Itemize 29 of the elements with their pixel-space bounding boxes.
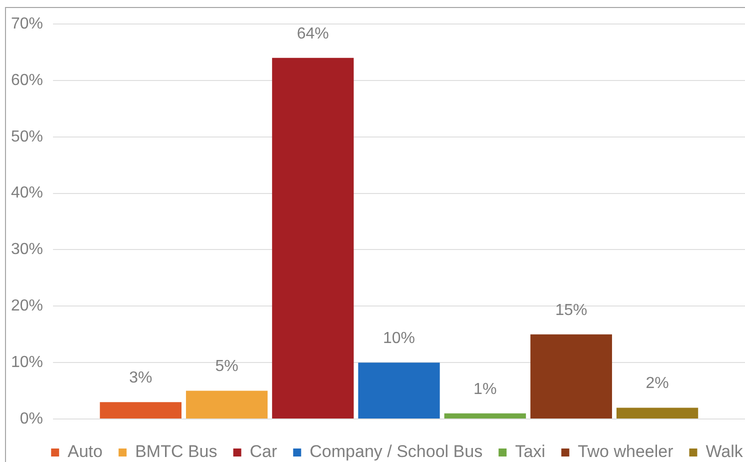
data-label: 10% <box>382 330 416 347</box>
bar <box>186 390 268 418</box>
y-tick-label: 40% <box>10 184 43 202</box>
bar <box>444 413 526 418</box>
legend-label: Car <box>250 442 278 462</box>
y-tick-label: 50% <box>10 128 43 146</box>
legend-label: BMTC Bus <box>135 442 218 462</box>
legend-label: Company / School Bus <box>310 442 483 462</box>
data-label: 64% <box>296 25 329 42</box>
data-label: 2% <box>646 375 669 392</box>
data-label: 5% <box>215 358 238 376</box>
y-tick-label: 70% <box>10 15 43 32</box>
legend-label: Taxi <box>515 442 546 462</box>
y-tick-label: 0% <box>20 410 43 428</box>
legend-label: Two wheeler <box>578 442 674 462</box>
bar <box>100 402 182 418</box>
bar <box>272 58 354 418</box>
y-tick-label: 10% <box>10 354 43 371</box>
data-label: 1% <box>474 380 497 398</box>
bar <box>616 408 698 418</box>
legend-label: Walk <box>706 442 744 462</box>
y-tick-label: 30% <box>10 241 43 258</box>
y-tick-label: 60% <box>10 72 43 89</box>
data-label: 15% <box>555 302 588 319</box>
bar <box>358 362 440 418</box>
legend-label: Auto <box>68 442 103 462</box>
bar <box>530 334 612 418</box>
y-tick-label: 20% <box>10 298 43 315</box>
data-label: 3% <box>129 369 152 386</box>
